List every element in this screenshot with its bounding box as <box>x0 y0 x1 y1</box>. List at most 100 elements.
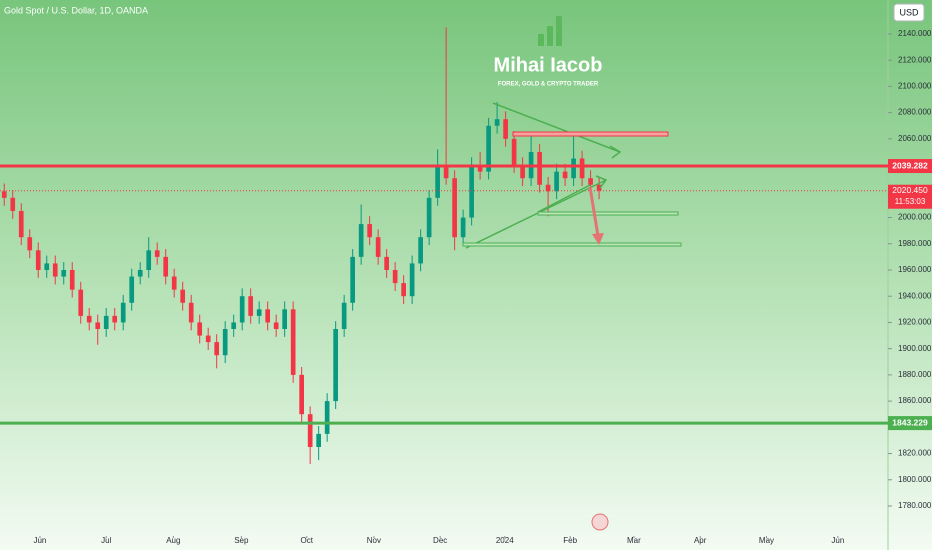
candle-body <box>503 119 508 139</box>
drawings <box>462 102 682 531</box>
x-tick-label: May <box>759 536 774 545</box>
y-tick-label: 1920.000 <box>898 318 932 327</box>
x-tick-label: Dec <box>433 536 447 545</box>
candle-body <box>579 158 585 179</box>
candle-body <box>10 197 16 211</box>
currency-box <box>893 3 925 22</box>
x-tick-label: Oct <box>301 536 314 545</box>
chart-title: Gold Spot / U.S. Dollar, 1D, OANDA <box>4 5 148 15</box>
candle-body <box>537 151 542 185</box>
candle-body <box>435 165 440 198</box>
zone <box>537 211 679 216</box>
candle-body <box>61 269 67 277</box>
y-tick-label: 1780.000 <box>898 501 932 510</box>
candle-body <box>69 269 75 290</box>
candle-body <box>350 256 355 303</box>
candle-body <box>418 237 423 264</box>
level-tag <box>888 416 932 431</box>
candle-body <box>231 322 237 329</box>
y-tick-label: 2000.000 <box>898 213 932 222</box>
candle-body <box>520 165 525 179</box>
y-tick-label: 2100.000 <box>898 82 932 91</box>
candle-body <box>52 263 58 277</box>
watermark-name: Mihai Iacob <box>494 54 603 76</box>
level-label: 1843.229 <box>892 417 928 427</box>
y-tick-label: 1820.000 <box>898 449 932 458</box>
x-tick-label: Jun <box>33 536 46 545</box>
candle-body <box>86 315 92 323</box>
candle-body <box>248 296 254 316</box>
y-tick-label: 1880.000 <box>898 370 932 379</box>
watermark: Mihai Iacob FOREX, GOLD & CRYPTO TRADER <box>494 16 603 88</box>
candle-body <box>214 342 220 356</box>
countdown: 11:53:03 <box>895 197 926 206</box>
candle-body <box>188 302 194 323</box>
candle-body <box>460 217 466 238</box>
candle-body <box>256 309 262 316</box>
candle-body <box>401 283 406 297</box>
x-tick-label: Feb <box>563 536 577 545</box>
x-tick-label: Apr <box>694 536 707 545</box>
candle-body <box>316 433 321 447</box>
currency: USD <box>899 7 919 17</box>
candle-body <box>146 250 152 270</box>
candle-body <box>154 250 160 257</box>
candle-body <box>341 302 347 329</box>
candle-body <box>324 401 330 434</box>
candle-body <box>409 263 415 297</box>
candle-body <box>137 269 143 277</box>
y-tick-label: 1980.000 <box>898 239 932 248</box>
candle-body <box>545 184 551 192</box>
candle-body <box>78 289 84 316</box>
candle-body <box>333 328 338 402</box>
zone <box>462 242 682 247</box>
watermark-tagline: FOREX, GOLD & CRYPTO TRADER <box>498 82 599 88</box>
candle-body <box>282 309 288 329</box>
x-tick-label: Jun <box>831 536 844 545</box>
x-tick-label: Nov <box>367 536 381 545</box>
arrow-head <box>609 145 622 159</box>
candle-body <box>426 197 432 238</box>
candle-body <box>307 414 313 447</box>
candle-body <box>171 276 177 290</box>
candle-body <box>95 322 101 329</box>
x-tick-label: Jul <box>101 536 111 545</box>
arrow-head <box>595 175 608 189</box>
logo-bar <box>556 16 562 46</box>
candle-body <box>511 138 517 166</box>
candle-body <box>494 119 500 126</box>
candle-body <box>596 184 602 191</box>
candle-body <box>180 289 186 303</box>
trend-line <box>465 179 607 249</box>
trend-line <box>537 184 591 213</box>
candle-body <box>443 165 449 179</box>
last-price-label: 2020.450 <box>892 185 928 195</box>
candle-body <box>35 250 41 270</box>
candle-body <box>112 315 118 323</box>
y-tick-label: 2140.000 <box>898 29 932 38</box>
level-label: 2039.282 <box>892 160 928 170</box>
y-tick-label: 2080.000 <box>898 108 932 117</box>
last-price-tag <box>888 184 932 209</box>
candle-body <box>358 224 364 257</box>
candle-body <box>222 328 228 356</box>
candle-body <box>452 178 457 238</box>
candle-body <box>265 309 271 323</box>
candle-body <box>571 158 576 179</box>
arrow-head <box>592 233 604 245</box>
candle-body <box>290 309 296 375</box>
trend-line <box>492 102 621 153</box>
y-tick-label: 2060.000 <box>898 134 932 143</box>
candle-body <box>273 322 279 329</box>
y-tick-label: 1800.000 <box>898 475 932 484</box>
logo-bar <box>547 26 553 46</box>
y-tick-label: 1860.000 <box>898 396 932 405</box>
candle-body <box>1 191 7 198</box>
event-icon <box>591 513 609 531</box>
candle-body <box>469 165 474 218</box>
y-tick-label: 1900.000 <box>898 344 932 353</box>
candle-body <box>486 125 491 172</box>
candle-body <box>384 256 389 270</box>
